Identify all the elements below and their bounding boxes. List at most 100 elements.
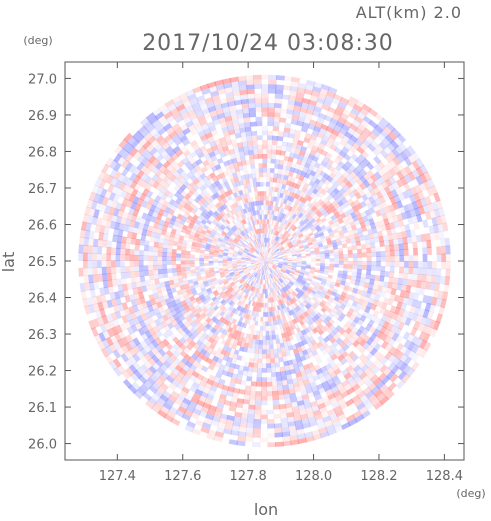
radar-cell (400, 212, 408, 220)
radar-cell (302, 398, 311, 405)
radar-cell (321, 290, 327, 295)
radar-cell (272, 205, 276, 211)
radar-cell (262, 228, 265, 234)
radar-cell (280, 270, 285, 274)
radar-cell (206, 296, 212, 302)
radar-cell (292, 233, 298, 238)
radar-cell (252, 210, 256, 216)
radar-cell (271, 244, 274, 249)
radar-cell (237, 216, 242, 222)
radar-cell (352, 228, 359, 235)
radar-cell (256, 249, 260, 254)
radar-cell (304, 172, 311, 179)
radar-cell (290, 271, 295, 275)
radar-cell (232, 182, 238, 188)
radar-cell (164, 298, 171, 305)
radar-cell (233, 349, 240, 356)
radar-cell (283, 155, 290, 162)
radar-cell (343, 261, 349, 265)
radar-cell (252, 428, 261, 434)
radar-cell (300, 160, 307, 167)
radar-cell (194, 304, 201, 311)
radar-cell (173, 220, 180, 227)
radar-cell (309, 381, 317, 388)
radar-cell (241, 262, 246, 264)
radar-cell (299, 335, 306, 342)
radar-cell (213, 254, 219, 258)
radar-cell (97, 267, 103, 275)
radar-cell (249, 275, 254, 280)
radar-cell (269, 261, 274, 263)
radar-cell (241, 337, 247, 343)
radar-cell (244, 122, 252, 128)
radar-cell (214, 103, 223, 111)
radar-cell (245, 258, 251, 260)
radar-cell (278, 207, 282, 213)
radar-cell (278, 164, 284, 170)
radar-cell (257, 248, 261, 253)
radar-cell (199, 145, 207, 153)
radar-cell (245, 233, 250, 239)
radar-cell (304, 273, 310, 277)
radar-cell (269, 182, 274, 187)
radar-cell (332, 288, 339, 294)
radar-cell (201, 275, 207, 280)
radar-cell (171, 134, 181, 143)
radar-cell (223, 236, 229, 241)
radar-cell (157, 264, 163, 270)
radar-cell (394, 327, 403, 336)
radar-cell (286, 142, 293, 148)
radar-cell (224, 227, 230, 233)
radar-cell (300, 248, 306, 252)
radar-cell (242, 308, 247, 314)
radar-cell (376, 261, 381, 267)
radar-cell (259, 330, 263, 336)
radar-cell (261, 391, 268, 396)
radar-cell (303, 402, 312, 410)
radar-cell (395, 179, 404, 188)
radar-cell (239, 271, 245, 275)
radar-cell (158, 341, 166, 350)
radar-cell (148, 260, 153, 266)
radar-cell (318, 128, 327, 135)
radar-cell (268, 263, 273, 267)
radar-cell (246, 245, 251, 249)
radar-cell (335, 223, 342, 230)
radar-cell (299, 289, 305, 295)
radar-cell (241, 243, 247, 248)
radar-cell (291, 377, 299, 384)
radar-cell (318, 345, 326, 352)
radar-cell (431, 268, 437, 277)
radar-cell (173, 294, 180, 301)
radar-cell (250, 261, 256, 263)
radar-cell (198, 395, 207, 403)
radar-cell (258, 253, 262, 258)
radar-cell (395, 187, 403, 196)
radar-cell (171, 123, 181, 131)
radar-cell (136, 162, 145, 171)
radar-cell (285, 296, 290, 302)
radar-cell (92, 252, 98, 261)
radar-cell (164, 235, 170, 241)
radar-cell (258, 293, 262, 298)
radar-cell (341, 379, 350, 388)
radar-cell (351, 225, 357, 231)
radar-cell (328, 249, 334, 254)
radar-cell (120, 344, 129, 354)
radar-cell (211, 303, 217, 309)
radar-cell (261, 257, 265, 261)
radar-cell (326, 367, 335, 375)
radar-cell (287, 315, 293, 322)
radar-cell (300, 252, 306, 255)
radar-cell (270, 367, 277, 373)
radar-cell (243, 282, 248, 287)
radar-cell (170, 205, 178, 212)
radar-cell (235, 181, 241, 187)
radar-cell (184, 393, 194, 402)
radar-cell (326, 175, 334, 183)
radar-cell (271, 186, 276, 192)
radar-cell (268, 255, 273, 259)
radar-cell (270, 362, 276, 368)
radar-cell (144, 175, 152, 184)
radar-cell (247, 314, 252, 320)
